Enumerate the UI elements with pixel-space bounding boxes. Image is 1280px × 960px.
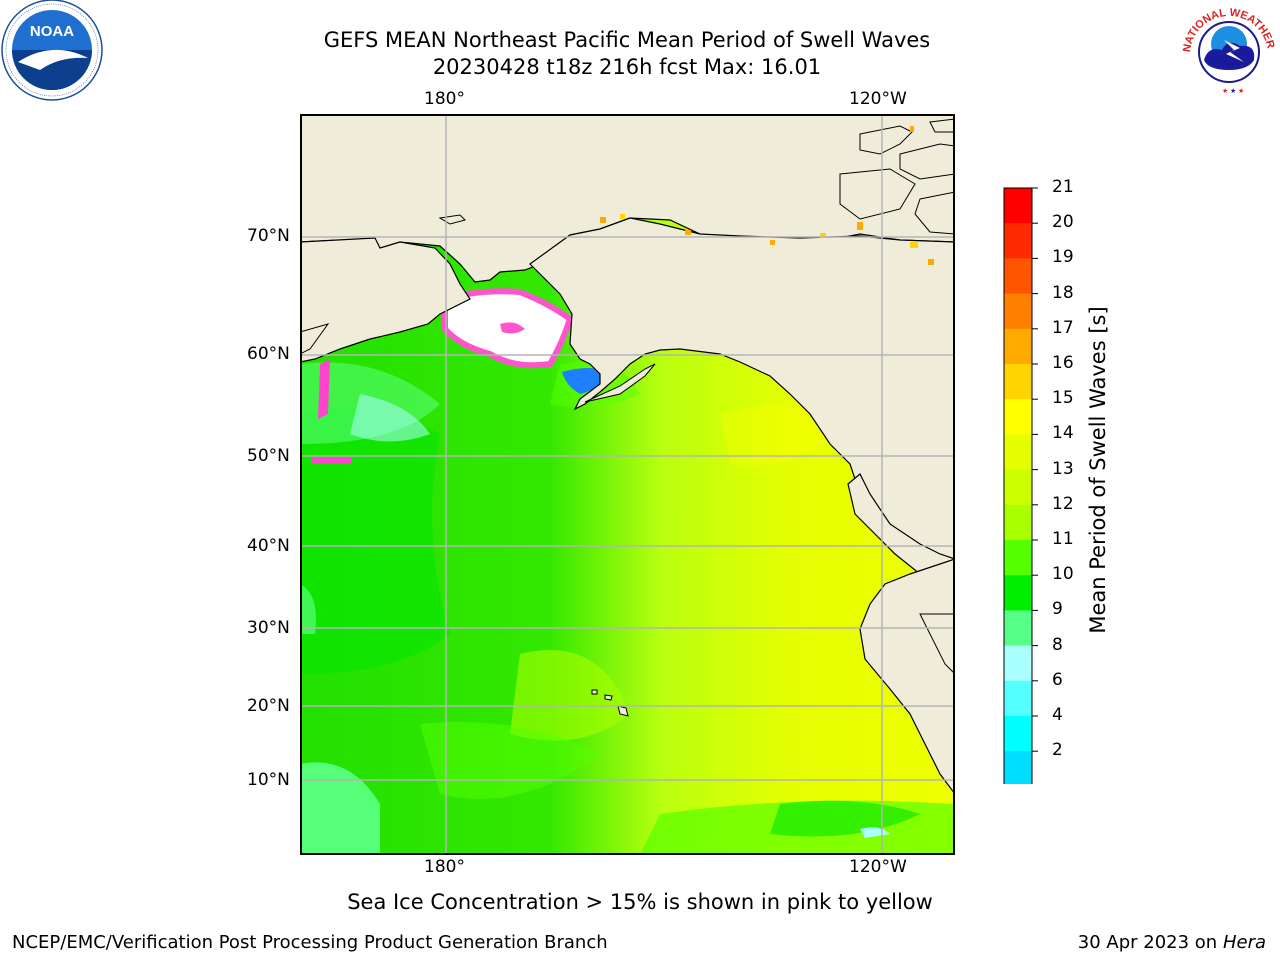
colorbar-segment bbox=[1004, 540, 1032, 576]
colorbar-tick-label: 6 bbox=[1052, 669, 1063, 690]
colorbar-segment bbox=[1004, 469, 1032, 506]
colorbar-segment bbox=[1004, 399, 1032, 435]
svg-text:★: ★ bbox=[1230, 87, 1236, 95]
colorbar-segment bbox=[1004, 258, 1032, 295]
lat-label-70n: 70°N bbox=[247, 226, 290, 246]
colorbar-tick-label: 13 bbox=[1052, 458, 1074, 479]
noaa-logo-text: NOAA bbox=[30, 23, 74, 40]
colorbar-tick-label: 14 bbox=[1052, 423, 1074, 444]
colorbar-segment bbox=[1004, 504, 1032, 541]
colorbar-segment bbox=[1004, 716, 1032, 752]
lon-label-top-120w: 120°W bbox=[849, 89, 907, 109]
colorbar-segment bbox=[1004, 293, 1032, 330]
footer-date: 30 Apr 2023 on bbox=[1077, 932, 1223, 953]
lat-label-40n: 40°N bbox=[247, 536, 290, 556]
colorbar-segment bbox=[1004, 680, 1032, 717]
colorbar-tick-label: 15 bbox=[1052, 388, 1074, 409]
colorbar-tick-label: 19 bbox=[1052, 247, 1074, 268]
colorbar-tick-label: 9 bbox=[1052, 599, 1063, 620]
colorbar-tick-label: 8 bbox=[1052, 634, 1063, 655]
footer-machine: Hera bbox=[1222, 932, 1266, 953]
chart-subtitle: 20230428 t18z 216h fcst Max: 16.01 bbox=[432, 55, 822, 79]
colorbar-tick-label: 16 bbox=[1052, 353, 1074, 373]
colorbar-tick-label: 17 bbox=[1052, 317, 1074, 338]
colorbar-tick-label: 2 bbox=[1052, 740, 1063, 761]
lon-label-bottom-120w: 120°W bbox=[849, 857, 907, 877]
colorbar-segment bbox=[1004, 575, 1032, 611]
colorbar-tick-label: 11 bbox=[1052, 529, 1074, 549]
chart-title: GEFS MEAN Northeast Pacific Mean Period … bbox=[323, 28, 931, 52]
colorbar-segment bbox=[1004, 645, 1032, 682]
footer-left: NCEP/EMC/Verification Post Processing Pr… bbox=[12, 932, 608, 953]
noaa-logo: NOAA bbox=[1, 0, 103, 101]
lat-label-60n: 60°N bbox=[247, 344, 290, 364]
colorbar-tick-labels: 21 20 19 18 17 16 15 14 13 12 11 10 9 8 6 4 2 bbox=[1052, 0, 1092, 960]
colorbar-label: Mean Period of Swell Waves [s] bbox=[1086, 306, 1110, 634]
graticule bbox=[300, 114, 955, 855]
colorbar-segment bbox=[1004, 223, 1032, 259]
colorbar-segment bbox=[1004, 364, 1032, 400]
map-frame bbox=[300, 114, 955, 855]
colorbar-tick-label: 4 bbox=[1052, 705, 1063, 725]
sea-ice-note: Sea Ice Concentration > 15% is shown in … bbox=[347, 890, 933, 914]
colorbar-segment bbox=[1004, 434, 1032, 471]
svg-text:★: ★ bbox=[1238, 87, 1244, 95]
lat-label-20n: 20°N bbox=[247, 696, 290, 716]
colorbar-segment bbox=[1004, 610, 1032, 647]
colorbar-tick-label: 21 bbox=[1052, 177, 1074, 197]
colorbar-tick-label: 10 bbox=[1052, 564, 1074, 585]
map-plot bbox=[300, 114, 955, 855]
lat-label-10n: 10°N bbox=[247, 770, 290, 790]
colorbar-tick-label: 18 bbox=[1052, 282, 1074, 303]
colorbar-segment bbox=[1004, 751, 1032, 784]
lon-label-top-180: 180° bbox=[424, 89, 465, 109]
footer-right: 30 Apr 2023 on Hera bbox=[1078, 932, 1266, 953]
colorbar-tick-label: 20 bbox=[1052, 212, 1074, 233]
colorbar bbox=[1003, 187, 1038, 784]
lon-label-bottom-180: 180° bbox=[424, 857, 465, 877]
lat-label-30n: 30°N bbox=[247, 618, 290, 638]
colorbar-tick-label: 12 bbox=[1052, 493, 1074, 514]
colorbar-segment bbox=[1004, 188, 1032, 224]
lat-label-50n: 50°N bbox=[247, 446, 290, 466]
colorbar-segment bbox=[1004, 328, 1032, 365]
nws-logo: NATIONAL WEATHER SERVICE ★ ★ ★ bbox=[1178, 0, 1277, 97]
svg-text:★: ★ bbox=[1222, 87, 1228, 95]
